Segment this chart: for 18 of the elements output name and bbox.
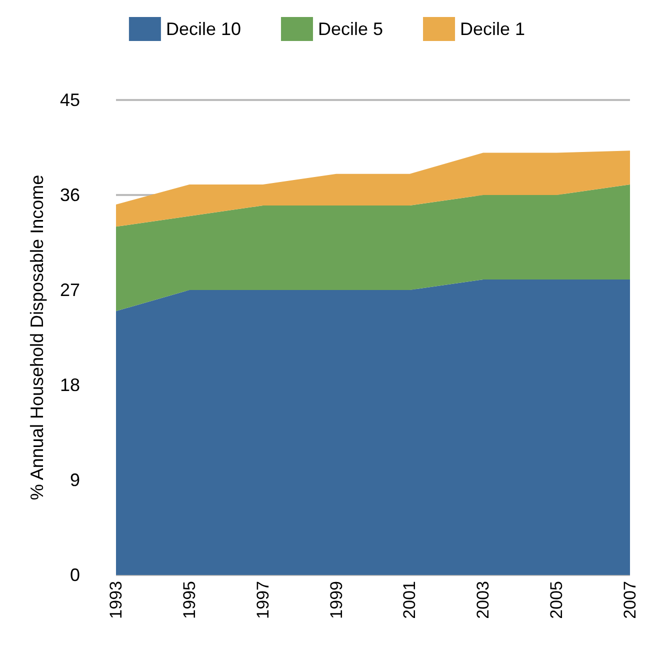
y-tick-label: 27: [60, 280, 80, 300]
x-tick-label: 2007: [620, 581, 640, 619]
y-tick-label: 9: [70, 470, 80, 490]
y-tick-label: 0: [70, 565, 80, 585]
x-tick-label: 1995: [180, 581, 199, 619]
x-tick-label: 2005: [547, 581, 566, 619]
legend-label: Decile 5: [318, 19, 384, 39]
y-axis-title: % Annual Household Disposable Income: [27, 174, 47, 500]
x-tick-label: 1999: [326, 581, 346, 619]
legend-label: Decile 1: [460, 19, 526, 39]
x-tick-label: 1997: [253, 581, 272, 619]
x-tick-label: 1993: [106, 581, 126, 619]
y-tick-label: 36: [60, 185, 80, 205]
x-tick-label: 2001: [400, 581, 420, 619]
y-tick-label: 18: [60, 375, 80, 395]
x-tick-label: 2003: [474, 581, 493, 619]
legend-label: Decile 10: [166, 19, 241, 39]
y-tick-label: 45: [60, 90, 80, 110]
